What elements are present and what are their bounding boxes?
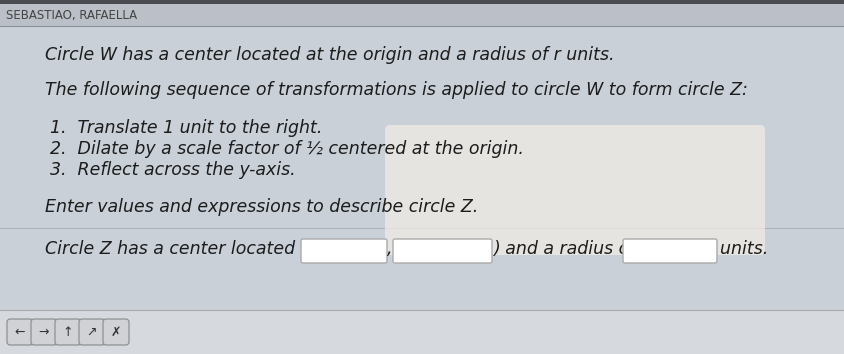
Text: 2.  Dilate by a scale factor of ½ centered at the origin.: 2. Dilate by a scale factor of ½ centere… [50,140,524,158]
Text: SEBASTIAO, RAFAELLA: SEBASTIAO, RAFAELLA [6,8,137,22]
FancyBboxPatch shape [385,125,765,255]
FancyBboxPatch shape [393,239,492,263]
FancyBboxPatch shape [55,319,81,345]
Text: ✗: ✗ [111,325,122,338]
Text: ,: , [387,240,392,258]
Text: ) and a radius of: ) and a radius of [493,240,636,258]
Text: Enter values and expressions to describe circle Z.: Enter values and expressions to describe… [45,198,479,216]
FancyBboxPatch shape [79,319,105,345]
Text: 3.  Reflect across the y-axis.: 3. Reflect across the y-axis. [50,161,295,179]
FancyBboxPatch shape [103,319,129,345]
Text: Circle W has a center located at the origin and a radius of r units.: Circle W has a center located at the ori… [45,46,614,64]
Text: 1.  Translate 1 unit to the right.: 1. Translate 1 unit to the right. [50,119,322,137]
Text: units.: units. [720,240,768,258]
Text: ↗: ↗ [87,325,97,338]
Text: Circle Z has a center located at (: Circle Z has a center located at ( [45,240,330,258]
Bar [0,310,844,354]
FancyBboxPatch shape [301,239,387,263]
Bar [0,0,844,4]
Text: ↑: ↑ [62,325,73,338]
FancyBboxPatch shape [623,239,717,263]
Text: ←: ← [14,325,25,338]
FancyBboxPatch shape [31,319,57,345]
Text: →: → [39,325,49,338]
Text: The following sequence of transformations is applied to circle W to form circle : The following sequence of transformation… [45,81,748,99]
FancyBboxPatch shape [7,319,33,345]
Bar [0,4,844,26]
